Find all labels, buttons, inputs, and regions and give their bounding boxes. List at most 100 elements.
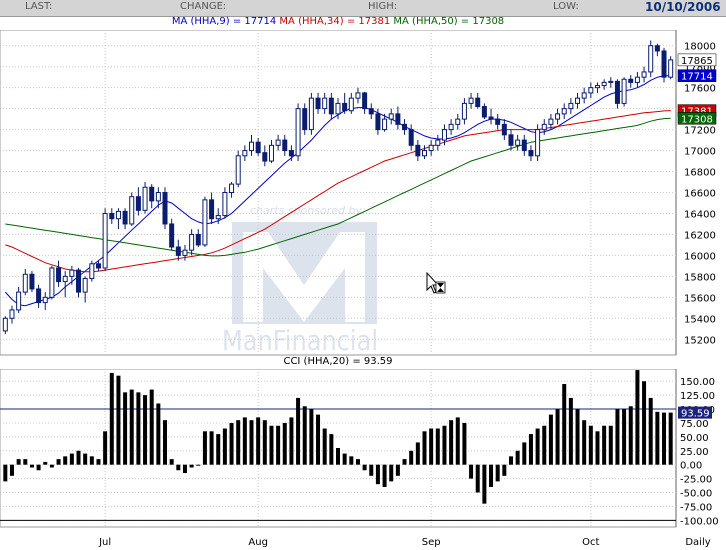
cci-tick-label: 125.00 bbox=[680, 391, 715, 402]
cci-bar bbox=[202, 431, 207, 465]
candle-body bbox=[368, 108, 374, 115]
cci-bar bbox=[628, 406, 633, 465]
candle-body bbox=[428, 144, 434, 152]
x-tick-label: Aug bbox=[248, 537, 268, 548]
cci-bar bbox=[562, 384, 567, 465]
candle-body bbox=[375, 113, 381, 131]
candle-body bbox=[249, 141, 255, 152]
candle-body bbox=[102, 212, 108, 269]
cci-tick-label: 50.00 bbox=[680, 433, 709, 444]
price-tick-label: 15200 bbox=[684, 335, 716, 346]
cci-bar bbox=[76, 450, 81, 465]
cci-bar bbox=[602, 425, 607, 465]
cci-bar bbox=[336, 448, 340, 465]
ma-line bbox=[5, 110, 671, 273]
candle-body bbox=[36, 288, 42, 304]
cci-tick-label: 150.00 bbox=[680, 377, 715, 388]
cci-bar bbox=[362, 464, 367, 471]
candle-body bbox=[541, 123, 547, 131]
candle-body bbox=[621, 78, 627, 104]
price-tick-label: 16400 bbox=[684, 209, 716, 220]
candle-body bbox=[362, 92, 368, 110]
ma-line bbox=[5, 117, 671, 257]
candle-body bbox=[581, 92, 587, 99]
cci-bar bbox=[642, 381, 647, 465]
candle-body bbox=[594, 85, 600, 89]
candle-body bbox=[49, 267, 55, 298]
cci-bar bbox=[83, 453, 88, 465]
cci-bar bbox=[382, 464, 387, 487]
candle-body bbox=[69, 269, 75, 277]
cci-bar bbox=[296, 397, 301, 465]
candle-body bbox=[29, 273, 35, 290]
candle-body bbox=[262, 152, 268, 162]
candle-body bbox=[308, 97, 314, 131]
quote-header-bar: LAST: CHANGE: HIGH: LOW: 10/10/2006 bbox=[0, 0, 726, 17]
candle-body bbox=[575, 97, 581, 104]
candle-body bbox=[382, 118, 388, 131]
candle-body bbox=[9, 309, 15, 319]
cci-bar bbox=[455, 417, 460, 465]
cci-bar bbox=[316, 414, 321, 465]
ma-legend-item: MA (HHA,9) = 17714 bbox=[171, 16, 277, 27]
cci-tick-label: 75.00 bbox=[680, 419, 709, 430]
cci-bar bbox=[442, 425, 447, 465]
price-tag-label: 17308 bbox=[681, 114, 713, 125]
cci-bar bbox=[282, 422, 287, 465]
cci-bar bbox=[668, 412, 673, 465]
candle-body bbox=[608, 80, 614, 83]
cci-bar bbox=[56, 459, 61, 465]
cci-bar bbox=[462, 422, 467, 465]
cci-bar bbox=[216, 434, 221, 465]
cci-bar bbox=[349, 456, 354, 465]
candle-body bbox=[275, 139, 281, 146]
watermark-brand: ManFinancial bbox=[222, 324, 378, 356]
cci-bar bbox=[116, 375, 121, 465]
cci-bar bbox=[289, 417, 294, 465]
cci-bar bbox=[489, 464, 494, 487]
candle-body bbox=[315, 97, 321, 110]
cci-title: CCI (HHA,20) = 93.59 bbox=[0, 356, 676, 369]
candle-body bbox=[455, 118, 461, 125]
change-label: CHANGE: bbox=[180, 1, 227, 12]
candle-body bbox=[175, 246, 181, 256]
cci-bar bbox=[588, 425, 593, 465]
cci-bars bbox=[3, 370, 673, 504]
candle-body bbox=[654, 45, 660, 52]
high-label: HIGH: bbox=[368, 1, 398, 12]
candle-body bbox=[528, 150, 534, 157]
cci-bar bbox=[249, 420, 254, 465]
cci-bar bbox=[262, 420, 267, 465]
cci-bar bbox=[355, 459, 360, 465]
cci-bar bbox=[89, 456, 94, 465]
cci-bar bbox=[415, 442, 420, 465]
candle-body bbox=[89, 263, 95, 279]
cci-bar bbox=[402, 459, 407, 465]
candle-body bbox=[182, 249, 188, 256]
candle-body bbox=[535, 129, 541, 157]
candle-body bbox=[189, 233, 195, 251]
candle-body bbox=[468, 97, 474, 104]
candle-body bbox=[388, 113, 394, 120]
candle-body bbox=[342, 102, 348, 112]
cci-tick-label: -25.00 bbox=[680, 475, 712, 486]
cci-chart[interactable]: -100.00 -75.00 -50.00 -25.00 0.00 25.00 50.00 7… bbox=[0, 369, 726, 550]
cci-bar bbox=[342, 453, 347, 465]
cci-bar bbox=[648, 397, 653, 465]
cci-title-text: CCI (HHA,20) = 93.59 bbox=[283, 356, 393, 367]
candle-body bbox=[222, 192, 228, 217]
candle-body bbox=[355, 92, 361, 99]
x-tick-label: Oct bbox=[582, 537, 599, 548]
cci-bar bbox=[535, 428, 540, 465]
cci-tick-label: -100.00 bbox=[680, 516, 719, 527]
candle-body bbox=[495, 118, 501, 125]
candle-body bbox=[288, 150, 294, 157]
cci-bar bbox=[395, 464, 400, 476]
cci-bar bbox=[389, 464, 394, 482]
cci-bar bbox=[229, 422, 234, 465]
price-tick-label: 15800 bbox=[684, 272, 716, 283]
cci-bar bbox=[322, 428, 327, 465]
candle-body bbox=[435, 139, 441, 146]
cci-bar bbox=[662, 412, 667, 465]
price-chart[interactable]: charts sponsored by: ManFinancial 152001… bbox=[0, 30, 726, 356]
